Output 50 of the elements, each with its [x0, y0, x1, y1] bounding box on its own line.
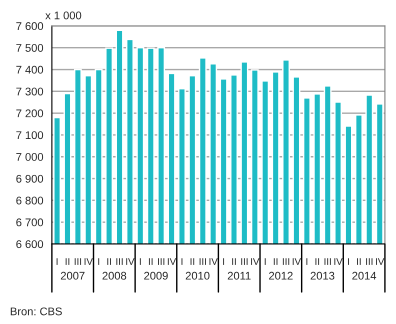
- y-tick-label: 6 900: [16, 174, 44, 183]
- x-tick-label: I: [223, 258, 224, 265]
- y-tick-label: 6 700: [16, 218, 44, 226]
- x-tick-label: I: [348, 258, 349, 265]
- y-tick-label: 7 100: [16, 131, 44, 140]
- x-tick-label: IV: [126, 258, 134, 265]
- text: 2012: [269, 272, 293, 280]
- x-tick-label: III: [241, 258, 248, 265]
- x-tick-label: IV: [251, 258, 260, 265]
- text: 2014: [352, 272, 376, 280]
- x-tick-label: III: [200, 258, 206, 265]
- x-tick-label: III: [324, 258, 331, 265]
- y-tick-label: 7 600: [16, 22, 44, 30]
- x-tick-label: II: [107, 258, 111, 265]
- y-tick-label: 6 600: [16, 240, 44, 248]
- x-tick-label: IV: [334, 258, 343, 265]
- x-tick-label: IV: [84, 258, 93, 265]
- x-tick-label: II: [357, 258, 361, 265]
- x-tick-label: II: [66, 258, 70, 265]
- x-tick-label: III: [116, 258, 123, 265]
- x-tick-label: II: [315, 258, 320, 265]
- x-tick-label: III: [282, 258, 290, 265]
- text: 2011: [228, 272, 251, 280]
- y-tick-label: 7 500: [16, 44, 44, 52]
- text: 2013: [310, 272, 334, 280]
- x-tick-label: II: [274, 258, 278, 265]
- y-tick-label: 7 000: [16, 153, 44, 161]
- y-tick-label: 6 800: [16, 196, 44, 204]
- x-tick-label: I: [140, 258, 141, 265]
- x-tick-label: IV: [292, 258, 301, 265]
- y-tick-label: 7 200: [16, 109, 44, 118]
- x-tick-label: I: [98, 258, 100, 265]
- y-axis-title: x 1 000: [45, 11, 82, 20]
- y-tick-label: 7 400: [16, 66, 44, 74]
- text: 2008: [102, 272, 126, 280]
- x-tick-label: III: [366, 258, 372, 265]
- x-tick-label: II: [232, 258, 236, 265]
- x-tick-label: II: [190, 258, 194, 265]
- x-tick-label: III: [158, 258, 164, 265]
- x-tick-label: I: [264, 258, 266, 265]
- text: 2009: [144, 272, 168, 280]
- text: 2010: [186, 272, 210, 280]
- x-tick-label: I: [56, 258, 58, 265]
- x-tick-label: III: [74, 258, 82, 265]
- x-tick-label: II: [148, 258, 153, 265]
- text: Bron: CBS: [10, 307, 62, 316]
- y-tick-label: 7 300: [16, 88, 44, 96]
- x-tick-label: IV: [168, 258, 176, 265]
- text: 2007: [60, 272, 84, 280]
- x-tick-label: I: [306, 258, 308, 265]
